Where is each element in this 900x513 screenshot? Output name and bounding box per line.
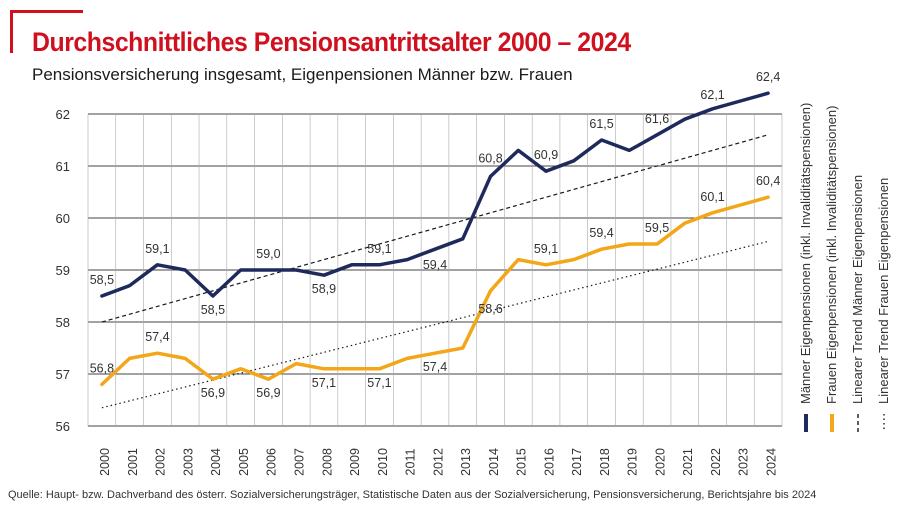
axes: 56 57 58 59 60 61 62 2000 2001 2002 2003 2004 2005 20…: [56, 107, 779, 476]
x-tick-label: 2022: [709, 448, 723, 476]
x-tick-label: 2018: [598, 448, 612, 476]
data-label-women: 57,1: [312, 376, 336, 390]
x-tick-label: 2015: [515, 448, 529, 476]
x-tick-label: 2024: [764, 448, 778, 476]
data-label-women: 59,5: [645, 221, 669, 235]
data-label-women: 56,8: [90, 361, 114, 375]
series-line-men: [100, 91, 770, 298]
x-tick-label: 2004: [209, 448, 223, 476]
x-tick-label: 2017: [570, 448, 584, 476]
data-label-women: 56,9: [201, 386, 225, 400]
x-tick-label: 2006: [265, 448, 279, 476]
data-label-women: 57,1: [367, 376, 391, 390]
data-label-women: 56,9: [256, 386, 280, 400]
data-label-men: 58,5: [201, 303, 225, 317]
title-frame-accent: [10, 10, 83, 53]
legend-label: Linearer Trend Männer Eigenpensionen: [850, 175, 865, 404]
x-tick-label: 2016: [542, 448, 556, 476]
grid: [87, 113, 783, 427]
data-label-men: 60,9: [534, 148, 558, 162]
source-note: Quelle: Haupt- bzw. Dachverband des öste…: [8, 489, 817, 501]
data-label-men: 60,8: [478, 151, 502, 165]
legend: Männer Eigenpensionen (inkl. Invalidität…: [798, 103, 891, 432]
chart-title: Durchschnittliches Pensionsantrittsalter…: [32, 27, 631, 57]
data-label-women: 59,4: [589, 226, 613, 240]
trend-line-women: [101, 240, 769, 409]
data-label-men: 59,1: [145, 242, 169, 256]
x-tick-label: 2005: [237, 448, 251, 476]
legend-label: Linearer Trend Frauen Eigenpensionen: [876, 178, 891, 404]
x-tick-label: 2002: [154, 448, 168, 476]
series-line-women: [100, 195, 770, 387]
x-tick-label: 2011: [404, 449, 418, 476]
legend-label: Männer Eigenpensionen (inkl. Invalidität…: [798, 103, 813, 404]
x-tick-label: 2012: [431, 448, 445, 476]
data-label-men: 61,6: [645, 112, 669, 126]
y-tick-label: 60: [56, 211, 70, 226]
x-tick-label: 2014: [487, 448, 501, 476]
data-label-men: 62,4: [756, 70, 780, 84]
trend-line-men: [101, 134, 769, 323]
x-tick-label: 2013: [459, 448, 473, 476]
data-label-women: 58,6: [478, 302, 502, 316]
y-tick-label: 61: [56, 159, 70, 174]
x-tick-label: 2007: [292, 448, 306, 476]
x-tick-label: 2023: [737, 448, 751, 476]
data-label-men: 59,4: [423, 258, 447, 272]
data-label-women: 59,1: [534, 242, 558, 256]
trend-lines: [101, 134, 769, 409]
legend-label: Frauen Eigenpensionen (inkl. Invalidität…: [824, 106, 839, 404]
y-tick-label: 58: [56, 315, 70, 330]
data-series: [100, 91, 770, 387]
x-tick-label: 2008: [320, 448, 334, 476]
x-tick-label: 2019: [626, 448, 640, 476]
x-tick-label: 2003: [181, 448, 195, 476]
data-label-men: 59,1: [367, 242, 391, 256]
x-tick-label: 2000: [98, 448, 112, 476]
y-tick-label: 56: [56, 419, 70, 434]
data-label-women: 57,4: [423, 360, 447, 374]
data-label-men: 58,9: [312, 282, 336, 296]
x-tick-label: 2020: [653, 448, 667, 476]
x-tick-label: 2001: [126, 448, 140, 476]
data-labels: 58,5 59,1 58,5 59,0 58,9 59,1 59,4 60,8 60,9 61,5…: [90, 70, 781, 400]
data-label-women: 60,1: [700, 190, 724, 204]
data-label-women: 57,4: [145, 330, 169, 344]
data-label-men: 58,5: [90, 273, 114, 287]
data-label-men: 59,0: [256, 247, 280, 261]
y-tick-label: 59: [56, 263, 70, 278]
x-tick-label: 2010: [376, 448, 390, 476]
data-label-women: 60,4: [756, 174, 780, 188]
x-tick-label: 2021: [681, 448, 695, 476]
data-label-men: 62,1: [700, 88, 724, 102]
x-tick-label: 2009: [348, 448, 362, 476]
y-tick-label: 62: [56, 107, 70, 122]
data-label-men: 61,5: [589, 117, 613, 131]
chart-subtitle: Pensionsversicherung insgesamt, Eigenpen…: [32, 65, 573, 84]
y-tick-label: 57: [56, 367, 70, 382]
